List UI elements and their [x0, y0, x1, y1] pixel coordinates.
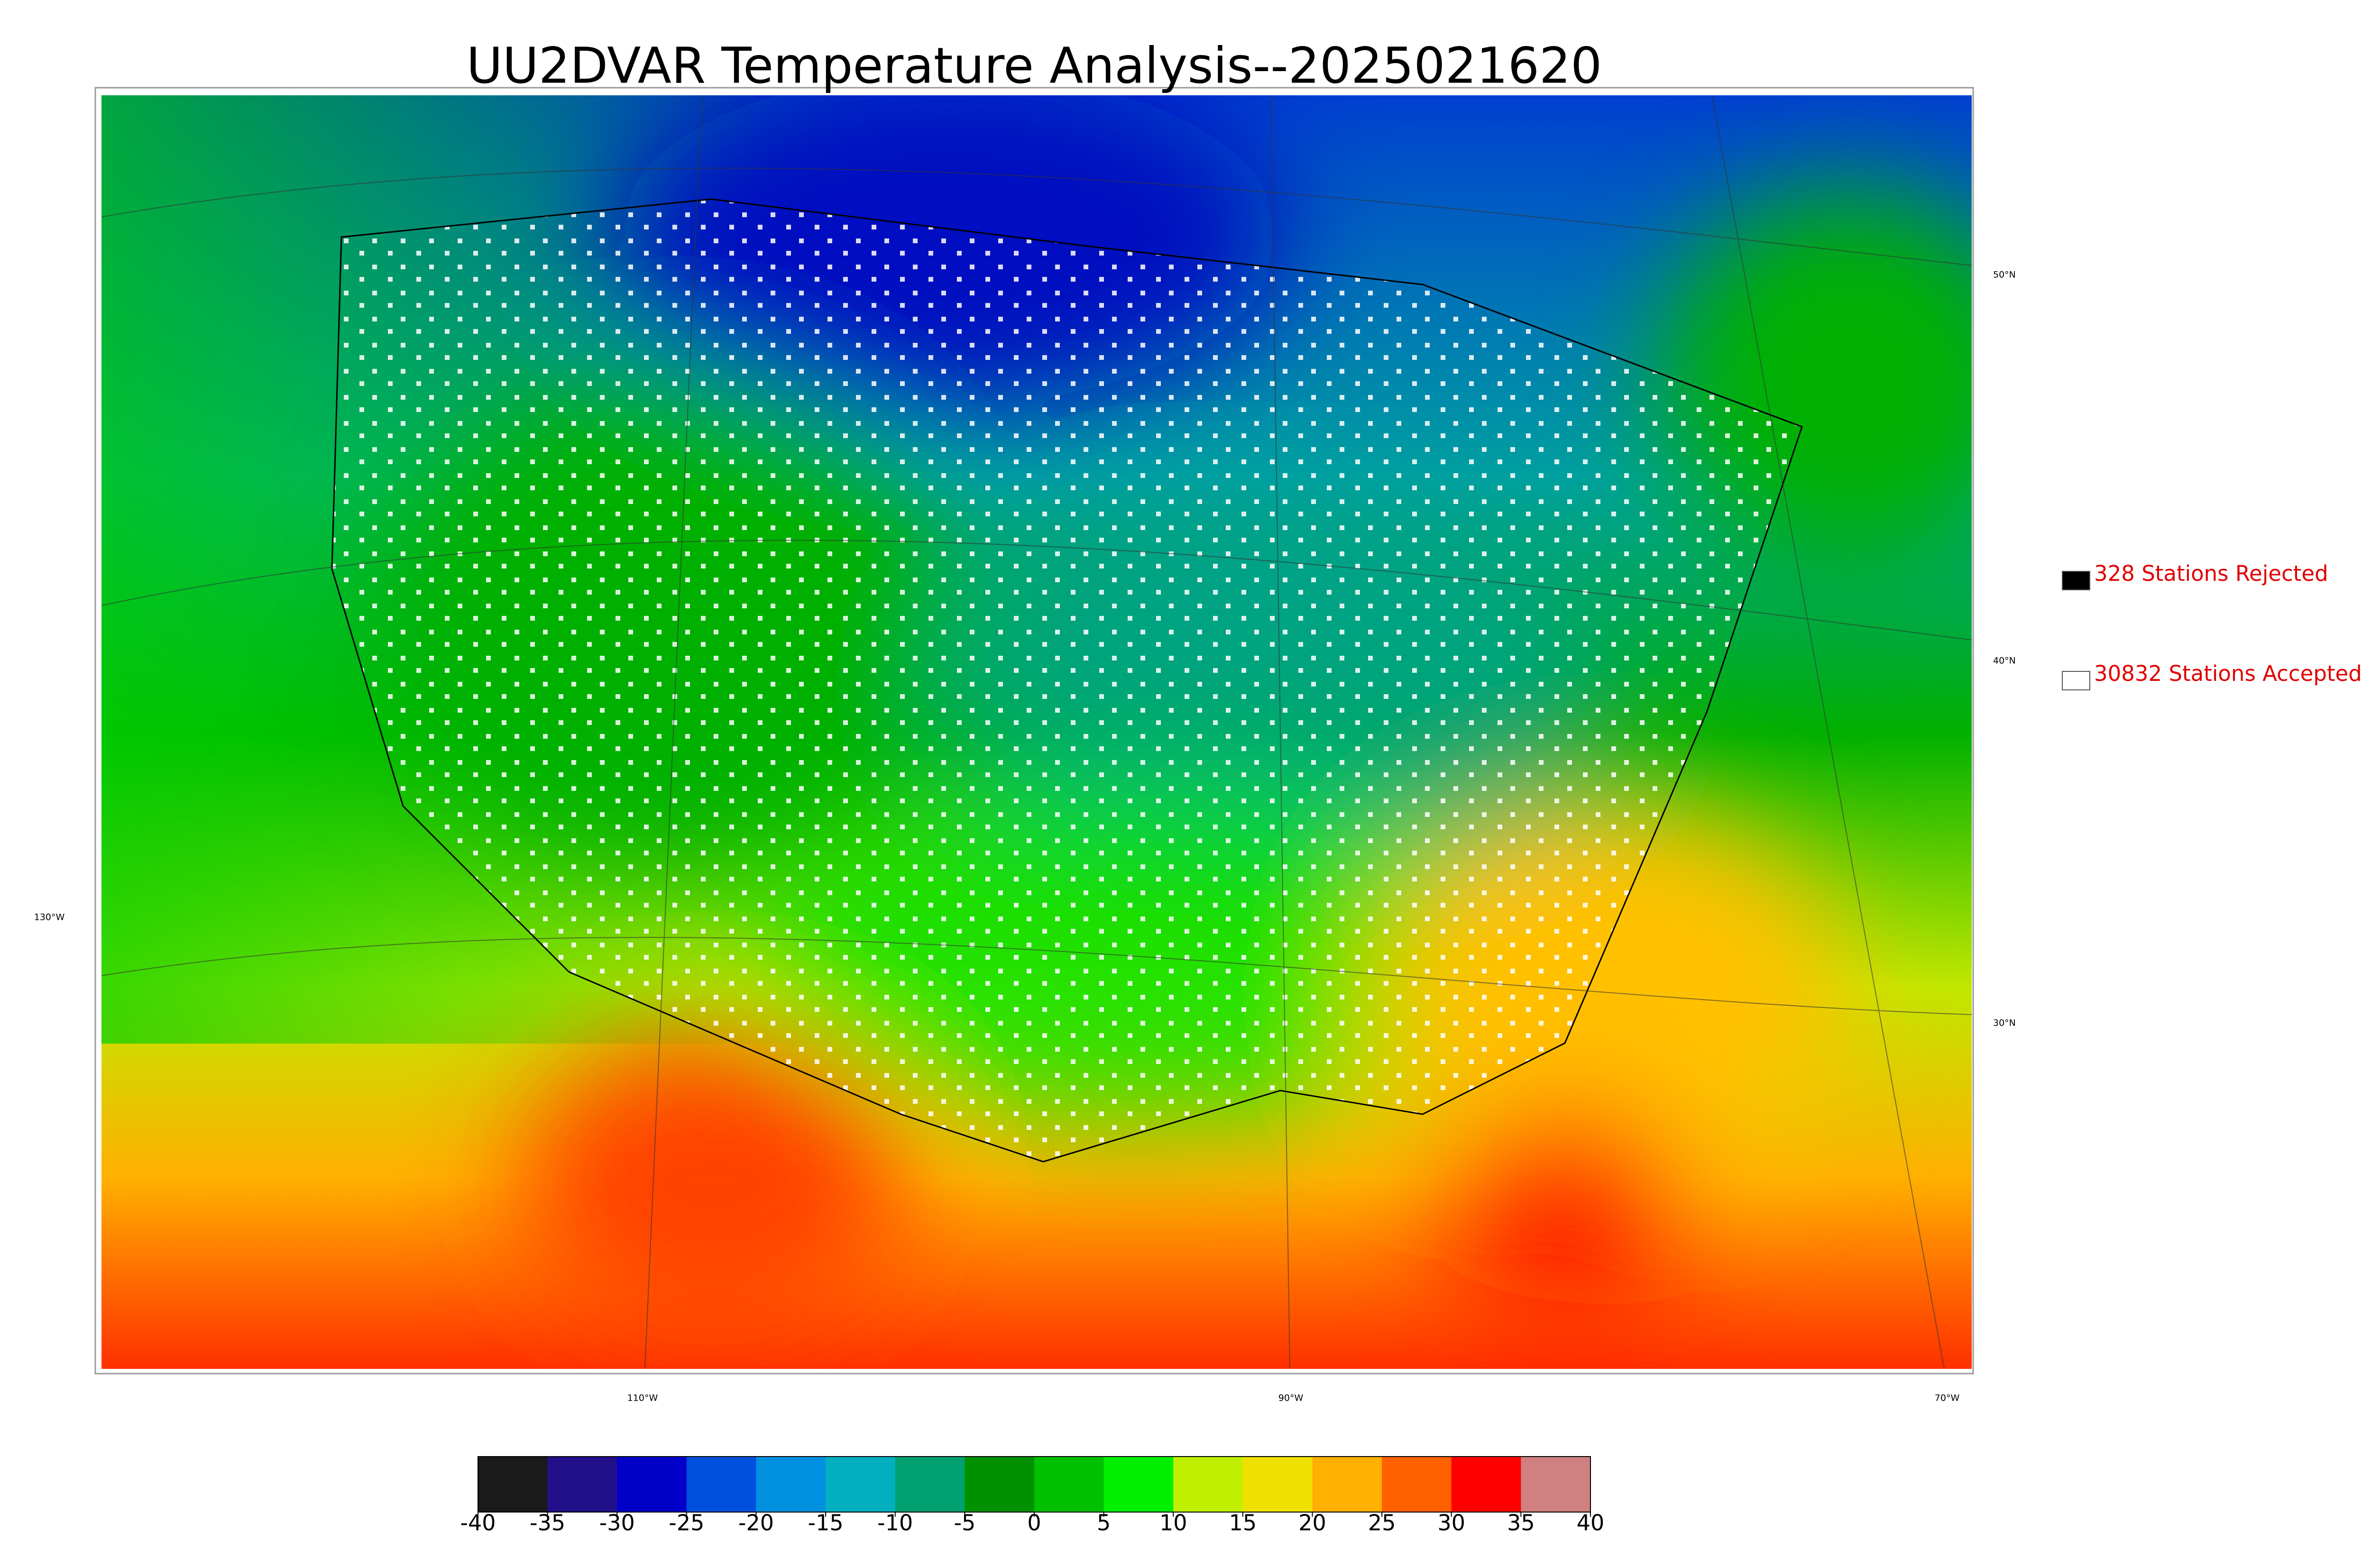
colorbar-segment	[826, 1457, 896, 1512]
legend-label: 30832 Stations Accepted	[2094, 661, 2362, 686]
colorbar-tick-label: -35	[530, 1510, 565, 1536]
colorbar-tick-label: -10	[877, 1510, 913, 1536]
colorbar-segment	[1242, 1457, 1313, 1512]
lat-label: 40°N	[1993, 656, 2016, 666]
colorbar-tick-label: -40	[460, 1510, 496, 1536]
lon-label: 110°W	[627, 1393, 658, 1403]
temperature-field	[101, 95, 1972, 1369]
colorbar-tick-label: 35	[1507, 1510, 1535, 1536]
colorbar-segment	[478, 1457, 548, 1512]
legend-swatch	[2062, 671, 2090, 690]
colorbar-tick-label: 5	[1097, 1510, 1111, 1536]
colorbar-segment	[686, 1457, 756, 1512]
lon-label: 90°W	[1278, 1393, 1304, 1403]
lat-label: 50°N	[1993, 270, 2016, 280]
colorbar-segment	[1312, 1457, 1382, 1512]
colorbar-segment	[1382, 1457, 1452, 1512]
colorbar-tick-label: -20	[738, 1510, 774, 1536]
colorbar-tick-label: -5	[954, 1510, 975, 1536]
colorbar-segment	[756, 1457, 826, 1512]
lon-label: 70°W	[1935, 1393, 1960, 1403]
colorbar-tick-label: 0	[1027, 1510, 1041, 1536]
colorbar-segment	[1451, 1457, 1521, 1512]
legend-swatch	[2062, 571, 2090, 590]
colorbar-segment	[1521, 1457, 1591, 1512]
colorbar-tick-label: 10	[1159, 1510, 1187, 1536]
colorbar-tick-label: 20	[1298, 1510, 1326, 1536]
colorbar-segment	[895, 1457, 965, 1512]
colorbar-segment	[1034, 1457, 1104, 1512]
colorbar-segment	[965, 1457, 1035, 1512]
colorbar-tick-label: 15	[1229, 1510, 1257, 1536]
colorbar-segment	[1103, 1457, 1174, 1512]
colorbar-tick-label: -15	[808, 1510, 844, 1536]
colorbar-segment	[1173, 1457, 1243, 1512]
colorbar-segment	[617, 1457, 687, 1512]
title: UU2DVAR Temperature Analysis--2025021620	[467, 37, 1602, 94]
colorbar-segment	[547, 1457, 617, 1512]
colorbar-tick-label: -30	[599, 1510, 635, 1536]
colorbar-tick-label: -25	[669, 1510, 704, 1536]
colorbar-tick-label: 30	[1437, 1510, 1465, 1536]
lat-label: 30°N	[1993, 1018, 2016, 1028]
colorbar-tick-label: 40	[1577, 1510, 1605, 1536]
legend-label: 328 Stations Rejected	[2094, 561, 2328, 586]
lon-label: 130°W	[34, 912, 65, 923]
colorbar-tick-label: 25	[1368, 1510, 1396, 1536]
